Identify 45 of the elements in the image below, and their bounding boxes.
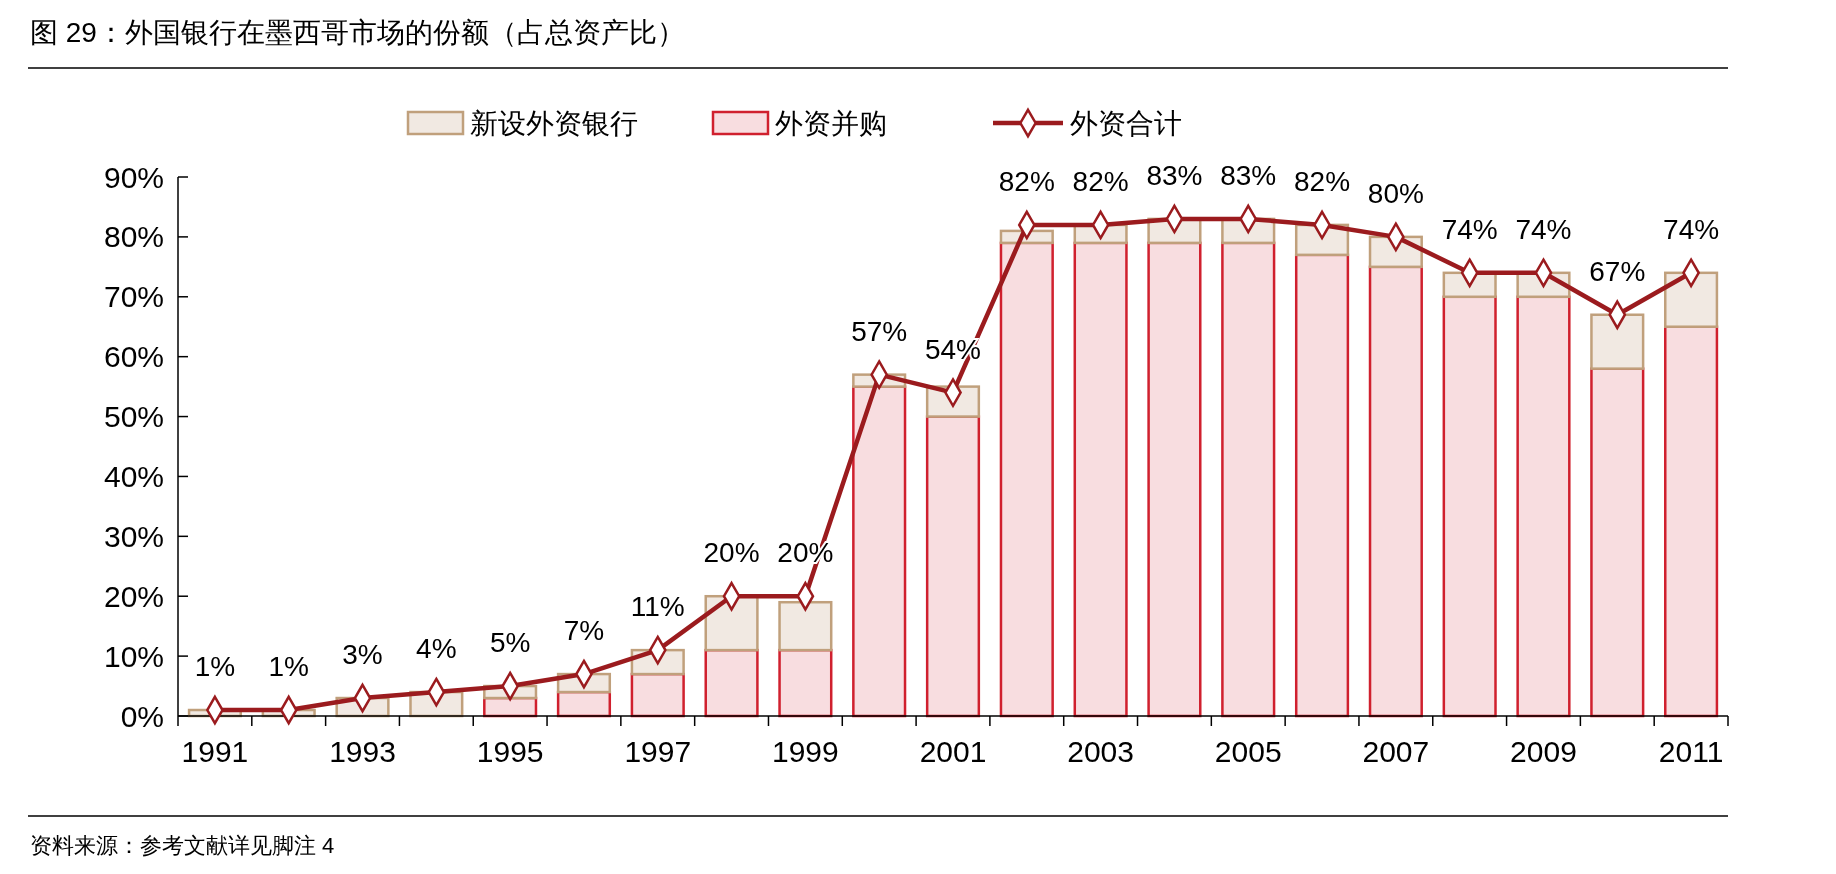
y-tick-label: 50% (103, 400, 164, 434)
y-tick-label: 0% (120, 699, 164, 733)
x-tick-label: 2005 (1214, 735, 1282, 768)
data-label: 11% (630, 591, 685, 623)
legend-label: 外资并购 (775, 108, 887, 139)
y-tick-label: 10% (103, 639, 164, 673)
x-tick-label: 2011 (1658, 735, 1724, 768)
text: 资料来源：参考文献详见脚注 4 (30, 833, 335, 858)
x-tick-label: 1995 (476, 735, 544, 768)
legend-label: 新设外资银行 (470, 108, 638, 139)
data-label: 57% (851, 315, 908, 347)
x-tick-label: 2007 (1362, 735, 1430, 768)
data-label: 83% (1220, 159, 1277, 191)
data-label: 82% (998, 165, 1055, 197)
data-label: 82% (1072, 165, 1129, 197)
data-label: 67% (1589, 255, 1646, 287)
data-label: 83% (1146, 159, 1203, 191)
y-tick-label: 60% (103, 340, 164, 374)
y-tick-label: 20% (103, 579, 164, 613)
x-tick-label: 1997 (624, 735, 692, 768)
data-label: 20% (703, 537, 760, 569)
y-tick-label: 30% (103, 519, 164, 553)
data-label: 3% (342, 639, 383, 671)
data-label: 4% (416, 633, 457, 665)
data-label: 74% (1441, 213, 1498, 245)
data-label: 74% (1515, 213, 1572, 245)
x-tick-label: 2009 (1510, 735, 1577, 768)
data-label: 5% (489, 627, 531, 659)
x-tick-label: 2003 (1067, 735, 1134, 768)
y-tick-label: 80% (103, 220, 164, 254)
data-label: 1% (268, 651, 309, 683)
y-tick-label: 40% (103, 459, 164, 493)
chart-title: 图 29：外国银行在墨西哥市场的份额（占总资产比） (30, 17, 685, 48)
x-tick-label: 1991 (181, 735, 249, 768)
data-label: 7% (563, 615, 605, 647)
data-label: 80% (1367, 177, 1424, 209)
y-tick-label: 70% (103, 280, 164, 314)
legend-label: 外资合计 (1070, 108, 1182, 139)
y-tick-label: 90% (103, 160, 164, 194)
data-label: 82% (1294, 165, 1351, 197)
x-tick-label: 2001 (919, 735, 987, 768)
data-label: 74% (1663, 213, 1720, 245)
x-tick-label: 1993 (329, 735, 396, 768)
data-label: 1% (194, 651, 236, 683)
x-tick-label: 1999 (772, 735, 839, 768)
